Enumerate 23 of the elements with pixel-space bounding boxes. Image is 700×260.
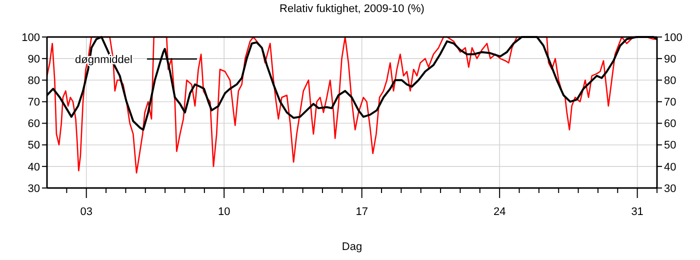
y-tick-label: 70 xyxy=(28,96,40,109)
y2-tick-label: 70 xyxy=(664,96,676,109)
y2-tick-label: 90 xyxy=(664,53,676,66)
y-tick-label: 80 xyxy=(28,74,40,87)
y2-tick-label: 80 xyxy=(664,74,676,87)
y-tick-label: 50 xyxy=(28,140,40,152)
x-tick-label: 17 xyxy=(356,206,368,218)
y-tick-label: 30 xyxy=(28,182,40,195)
y2-tick-label: 30 xyxy=(664,182,676,195)
y2-tick-label: 100 xyxy=(664,32,682,44)
x-tick-label: 10 xyxy=(218,206,230,218)
y2-tick-label: 60 xyxy=(664,118,676,130)
y-tick-label: 90 xyxy=(28,53,40,66)
chart-title: Relativ fuktighet, 2009-10 (%) xyxy=(280,3,424,15)
y-tick-label: 40 xyxy=(28,161,40,174)
y2-tick-label: 50 xyxy=(664,140,676,152)
x-tick-label: 31 xyxy=(631,206,644,218)
y-tick-label: 100 xyxy=(22,32,40,44)
y-tick-label: 60 xyxy=(28,118,40,130)
x-tick-label: 24 xyxy=(493,206,506,218)
x-tick-label: 03 xyxy=(80,206,92,218)
x-axis-title: Dag xyxy=(342,241,362,253)
y2-tick-label: 40 xyxy=(664,161,676,174)
